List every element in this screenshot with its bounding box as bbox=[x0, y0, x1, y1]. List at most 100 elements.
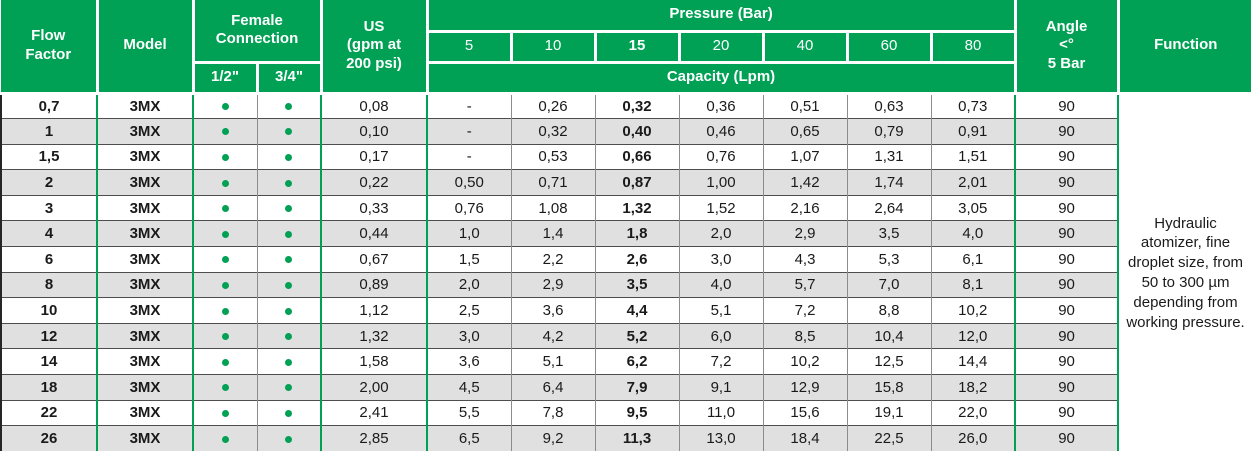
connection-half-cell bbox=[193, 143, 258, 170]
capacity-cell: 1,00 bbox=[679, 169, 764, 196]
header-pressure-15: 15 bbox=[593, 29, 681, 64]
connection-dot-icon bbox=[221, 435, 229, 443]
header-female-connection: Female Connection bbox=[191, 0, 323, 64]
table-row: 0,7 3MX 0,08-0,26 0,32 0,36 0,51 0,63 0,73 90 Hyd… bbox=[0, 92, 1251, 452]
capacity-cell: 8,5 bbox=[763, 322, 848, 349]
capacity-cell: 0,32 bbox=[595, 92, 680, 119]
capacity-cell: 18,2 bbox=[931, 374, 1017, 401]
capacity-cell: 5,1 bbox=[679, 297, 764, 324]
capacity-cell: 0,36 bbox=[679, 92, 764, 119]
capacity-cell: 1,0 bbox=[427, 220, 512, 247]
capacity-cell: 1,74 bbox=[847, 169, 932, 196]
flow-factor-cell: 0,7 bbox=[0, 92, 98, 119]
model-cell: 3MX bbox=[97, 322, 194, 349]
table-header: Flow Factor Model Female Connection US (… bbox=[1, 0, 1251, 95]
model-cell: 3MX bbox=[97, 425, 194, 452]
angle-cell: 90 bbox=[1015, 194, 1120, 221]
capacity-cell: 5,1 bbox=[511, 348, 596, 375]
angle-cell: 90 bbox=[1015, 220, 1120, 247]
flow-factor-cell: 6 bbox=[0, 246, 98, 273]
capacity-cell: 1,42 bbox=[763, 169, 848, 196]
connection-half-cell bbox=[193, 374, 258, 401]
capacity-cell: 1,8 bbox=[595, 220, 680, 247]
angle-cell: 90 bbox=[1015, 425, 1120, 452]
us-gpm-cell: 2,85 bbox=[321, 425, 428, 452]
us-gpm-cell: 0,33 bbox=[321, 194, 428, 221]
capacity-cell: 4,3 bbox=[763, 246, 848, 273]
connection-three-quarter-cell bbox=[257, 348, 322, 375]
angle-cell: 90 bbox=[1015, 143, 1120, 170]
table-row: 18 3MX 2,00 4,5 6,4 7,9 9,1 12,9 15,8 18,2 90 bbox=[0, 374, 1251, 401]
capacity-cell: 22,0 bbox=[931, 399, 1017, 426]
capacity-cell: 7,2 bbox=[763, 297, 848, 324]
us-gpm-cell: 2,00 bbox=[321, 374, 428, 401]
capacity-cell: 12,5 bbox=[847, 348, 932, 375]
capacity-cell: 7,9 bbox=[595, 374, 680, 401]
capacity-cell: 0,51 bbox=[763, 92, 848, 119]
connection-dot-icon bbox=[221, 256, 229, 264]
model-cell: 3MX bbox=[97, 169, 194, 196]
capacity-cell: 3,0 bbox=[679, 246, 764, 273]
capacity-cell: 2,9 bbox=[511, 271, 596, 298]
us-gpm-cell: 0,08 bbox=[321, 92, 428, 119]
capacity-cell: 4,0 bbox=[931, 220, 1017, 247]
capacity-cell: 10,2 bbox=[763, 348, 848, 375]
header-pressure-10: 10 bbox=[509, 29, 597, 64]
connection-dot-icon bbox=[221, 358, 229, 366]
flow-factor-cell: 1,5 bbox=[0, 143, 98, 170]
connection-dot-icon bbox=[285, 358, 293, 366]
spec-table: Flow Factor Model Female Connection US (… bbox=[0, 0, 1251, 452]
table-row: 14 3MX 1,58 3,6 5,1 6,2 7,2 10,2 12,5 14,4 90 bbox=[0, 348, 1251, 375]
table-row: 4 3MX 0,44 1,0 1,4 1,8 2,0 2,9 3,5 4,0 90 bbox=[0, 220, 1251, 247]
capacity-cell: 12,0 bbox=[931, 322, 1017, 349]
angle-cell: 90 bbox=[1015, 374, 1120, 401]
connection-dot-icon bbox=[285, 307, 293, 315]
capacity-cell: 11,3 bbox=[595, 425, 680, 452]
capacity-cell: 12,9 bbox=[763, 374, 848, 401]
header-model: Model bbox=[95, 0, 195, 95]
connection-dot-icon bbox=[285, 281, 293, 289]
capacity-cell: 11,0 bbox=[679, 399, 764, 426]
flow-factor-cell: 2 bbox=[0, 169, 98, 196]
capacity-cell: 15,8 bbox=[847, 374, 932, 401]
connection-dot-icon bbox=[285, 179, 293, 187]
model-cell: 3MX bbox=[97, 271, 194, 298]
table-row: 10 3MX 1,12 2,5 3,6 4,4 5,1 7,2 8,8 10,2 90 bbox=[0, 297, 1251, 324]
model-cell: 3MX bbox=[97, 374, 194, 401]
model-cell: 3MX bbox=[97, 92, 194, 119]
capacity-cell: 2,6 bbox=[595, 246, 680, 273]
capacity-cell: 3,5 bbox=[595, 271, 680, 298]
connection-dot-icon bbox=[285, 409, 293, 417]
capacity-cell: 2,9 bbox=[763, 220, 848, 247]
capacity-cell: 4,5 bbox=[427, 374, 512, 401]
us-gpm-cell: 2,41 bbox=[321, 399, 428, 426]
flow-factor-cell: 26 bbox=[0, 425, 98, 452]
connection-half-cell bbox=[193, 118, 258, 145]
capacity-cell: 2,2 bbox=[511, 246, 596, 273]
capacity-cell: 6,5 bbox=[427, 425, 512, 452]
connection-half-cell bbox=[193, 322, 258, 349]
flow-factor-cell: 14 bbox=[0, 348, 98, 375]
model-cell: 3MX bbox=[97, 194, 194, 221]
us-gpm-cell: 0,89 bbox=[321, 271, 428, 298]
angle-cell: 90 bbox=[1015, 297, 1120, 324]
flow-factor-cell: 10 bbox=[0, 297, 98, 324]
capacity-cell: 19,1 bbox=[847, 399, 932, 426]
table-row: 6 3MX 0,67 1,5 2,2 2,6 3,0 4,3 5,3 6,1 90 bbox=[0, 246, 1251, 273]
capacity-cell: 2,01 bbox=[931, 169, 1017, 196]
connection-dot-icon bbox=[221, 384, 229, 392]
capacity-cell: 22,5 bbox=[847, 425, 932, 452]
capacity-cell: 5,7 bbox=[763, 271, 848, 298]
capacity-cell: 0,26 bbox=[511, 92, 596, 119]
connection-three-quarter-cell bbox=[257, 118, 322, 145]
capacity-cell: 0,63 bbox=[847, 92, 932, 119]
capacity-cell: 1,52 bbox=[679, 194, 764, 221]
us-gpm-cell: 0,67 bbox=[321, 246, 428, 273]
capacity-cell: 1,32 bbox=[595, 194, 680, 221]
connection-dot-icon bbox=[285, 333, 293, 341]
connection-three-quarter-cell bbox=[257, 246, 322, 273]
connection-dot-icon bbox=[221, 307, 229, 315]
connection-dot-icon bbox=[221, 281, 229, 289]
capacity-cell: 6,4 bbox=[511, 374, 596, 401]
connection-dot-icon bbox=[285, 128, 293, 136]
